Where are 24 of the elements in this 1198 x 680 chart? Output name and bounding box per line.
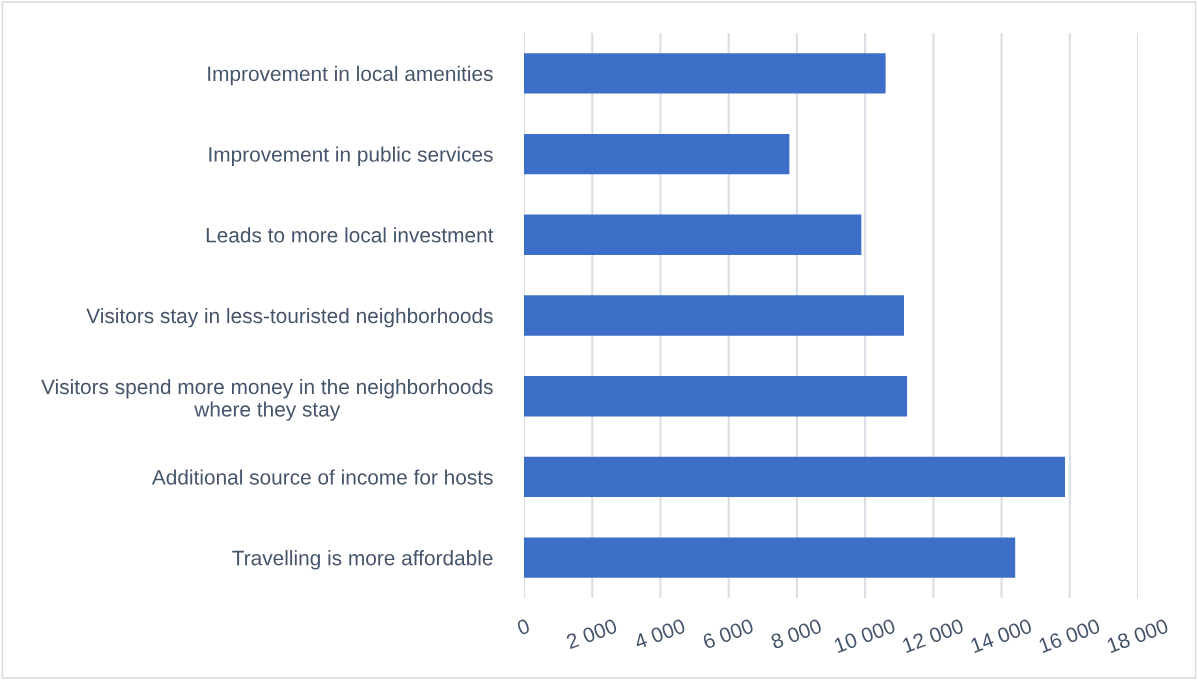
x-tick-label: 4 000	[633, 618, 687, 650]
y-tick-label: Improvement in local amenities	[208, 65, 493, 86]
x-tick-label: 16 000	[1038, 618, 1101, 654]
x-tick-label: 10 000	[833, 618, 897, 654]
y-tick-label: Travelling is more affordable	[232, 550, 493, 570]
x-tick-label: 12 000	[901, 618, 965, 654]
y-tick-label: Improvement in public services	[209, 146, 493, 166]
bar	[524, 53, 886, 94]
y-tick-label: Visitors spend more money in the neighborhoods where they stay	[41, 378, 493, 421]
bar	[524, 214, 862, 255]
x-tick-label: 2 000	[565, 618, 618, 650]
x-tick-label: 18 000	[1106, 618, 1170, 654]
bar	[524, 295, 904, 336]
y-tick-label: Visitors stay in less-touristed neighborhoods	[86, 307, 493, 328]
x-tick-label: 8 000	[770, 618, 823, 650]
x-tick-label: 0	[516, 618, 531, 636]
bar	[524, 376, 908, 417]
bar	[524, 456, 1065, 498]
x-tick-label: 14 000	[969, 618, 1033, 654]
y-tick-label: Additional source of income for hosts	[151, 469, 493, 485]
bar	[524, 133, 790, 175]
x-tick-label: 6 000	[702, 618, 755, 650]
bar	[524, 537, 1016, 578]
y-tick-label: Leads to more local investment	[206, 227, 494, 243]
